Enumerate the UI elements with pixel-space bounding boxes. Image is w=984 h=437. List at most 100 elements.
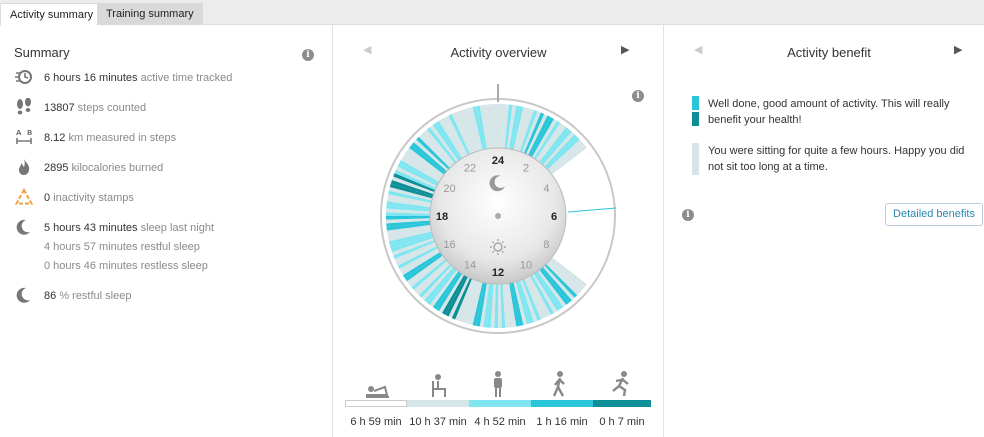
label: inactivity stamps <box>53 192 134 204</box>
detailed-benefits-button[interactable]: Detailed benefits <box>885 203 983 226</box>
activity-segment-standing <box>519 109 538 153</box>
activity-segment-sitting <box>445 115 468 157</box>
activity-segment-standing <box>386 212 431 216</box>
activity-segment-standing <box>515 281 531 325</box>
benefit-panel: ◀ Activity benefit ▶ Well done, good amo… <box>664 25 984 437</box>
sitting-duration: 10 h 37 min <box>409 416 467 428</box>
activity-segment-standing <box>448 113 470 156</box>
activity-segment-standing <box>388 190 432 203</box>
activity-segment-walking <box>528 115 551 157</box>
activity-segment-standing <box>544 134 578 168</box>
standing-person-icon <box>494 371 502 397</box>
walking-bar <box>531 400 593 407</box>
activity-segment-standing <box>386 201 431 210</box>
activity-segment-sitting <box>394 242 437 263</box>
tab-training-summary[interactable]: Training summary <box>97 3 203 25</box>
activity-segment-sitting <box>418 134 452 168</box>
benefit-info-icon[interactable]: i <box>682 209 694 221</box>
day-sun-icon <box>490 239 506 255</box>
sleep-person-icon <box>366 385 389 398</box>
hour-label-10: 10 <box>520 259 532 271</box>
activity-segment-standing <box>426 268 457 305</box>
activity-segment-sitting <box>479 104 490 149</box>
activity-segment-sleep <box>565 216 610 220</box>
activity-segment-sitting <box>406 147 445 177</box>
activity-segment-sitting <box>479 283 490 328</box>
summary-sleep: 5 hours 43 minutes sleep last night <box>44 222 214 234</box>
activity-segment-standing <box>483 283 492 328</box>
activity-segment-sitting <box>395 244 438 266</box>
activity-segment-sleep <box>565 208 610 214</box>
tab-activity-summary[interactable]: Activity summary <box>0 3 104 26</box>
activity-segment-walking <box>432 271 461 310</box>
activity-segment-sleep <box>555 250 595 276</box>
running-duration: 0 h 7 min <box>599 416 645 428</box>
walking-swatch <box>692 96 699 110</box>
activity-segment-sitting <box>387 227 432 238</box>
night-moon-icon <box>489 175 505 192</box>
activity-segment-running <box>393 173 436 193</box>
activity-segment-sitting <box>448 276 470 319</box>
inactivity-triangle-icon <box>15 188 33 205</box>
activity-segment-sleep <box>559 242 602 263</box>
activity-segment-sleep <box>562 235 606 253</box>
activity-segment-sitting <box>455 111 475 154</box>
activity-segment-sleep <box>564 227 609 238</box>
activity-segment-standing <box>390 235 434 253</box>
activity-segment-walking <box>435 272 463 312</box>
activity-segment-sitting <box>532 119 558 159</box>
sleep-bar <box>345 400 407 407</box>
activity-segment-standing <box>476 105 487 150</box>
activity-segment-sleep <box>551 255 590 285</box>
activity-segment-sleep <box>565 222 610 231</box>
activity-segment-sleep <box>563 231 608 245</box>
summary-info-icon[interactable]: i <box>302 49 314 61</box>
overview-info-icon[interactable]: i <box>632 90 644 102</box>
activity-segment-standing <box>509 105 520 150</box>
activity-segment-sitting <box>506 283 517 328</box>
activity-segment-sitting <box>487 104 494 149</box>
activity-segment-sitting <box>438 119 464 159</box>
activity-segment-sleep <box>556 160 597 184</box>
hour-label-2: 2 <box>523 163 529 175</box>
activity-segment-walking <box>544 264 578 298</box>
activity-segment-standing <box>487 283 494 328</box>
activity-segment-sitting <box>519 279 538 323</box>
activity-segment-sitting <box>386 224 431 235</box>
activity-segment-sitting <box>388 229 432 242</box>
activity-segment-sitting <box>401 250 441 276</box>
activity-segment-standing <box>399 160 440 184</box>
activity-segment-sitting <box>490 104 496 149</box>
activity-segment-sleep <box>553 253 592 282</box>
activity-segment-running <box>389 183 433 199</box>
value: 2895 <box>44 162 69 174</box>
summary-inactivity: 0 inactivity stamps <box>44 192 134 204</box>
activity-segment-walking <box>541 267 572 303</box>
activity-segment-standing <box>533 120 561 160</box>
activity-segment-sitting <box>458 109 477 153</box>
activity-segment-sitting <box>528 275 551 317</box>
activity-segment-sleep <box>565 197 610 208</box>
activity-segment-standing <box>394 169 437 190</box>
value: 6 hours 16 minutes <box>44 72 138 84</box>
activity-segment-standing <box>386 205 431 212</box>
activity-segment-sitting <box>458 279 477 323</box>
sitting-swatch <box>692 143 699 175</box>
benefit-prev-button[interactable]: ◀ <box>694 44 703 56</box>
svg-text:A: A <box>16 129 22 137</box>
distance-ab-icon: A B <box>16 129 32 144</box>
prev-day-button[interactable]: ◀ <box>363 44 372 56</box>
hour-label-6: 6 <box>551 211 557 223</box>
activity-segment-standing <box>533 272 561 312</box>
benefit-next-button[interactable]: ▶ <box>954 44 963 56</box>
activity-segment-sitting <box>438 273 464 313</box>
activity-segment-sitting <box>401 156 441 182</box>
value: 8.12 <box>44 132 66 144</box>
activity-segment-standing <box>435 120 463 160</box>
sleep-duration: 6 h 59 min <box>350 416 402 428</box>
next-day-button[interactable]: ▶ <box>621 44 630 56</box>
summary-title: Summary <box>14 45 70 60</box>
activity-segment-standing <box>511 106 524 150</box>
activity-segment-sitting <box>506 104 517 149</box>
activity-segment-running <box>442 274 466 315</box>
